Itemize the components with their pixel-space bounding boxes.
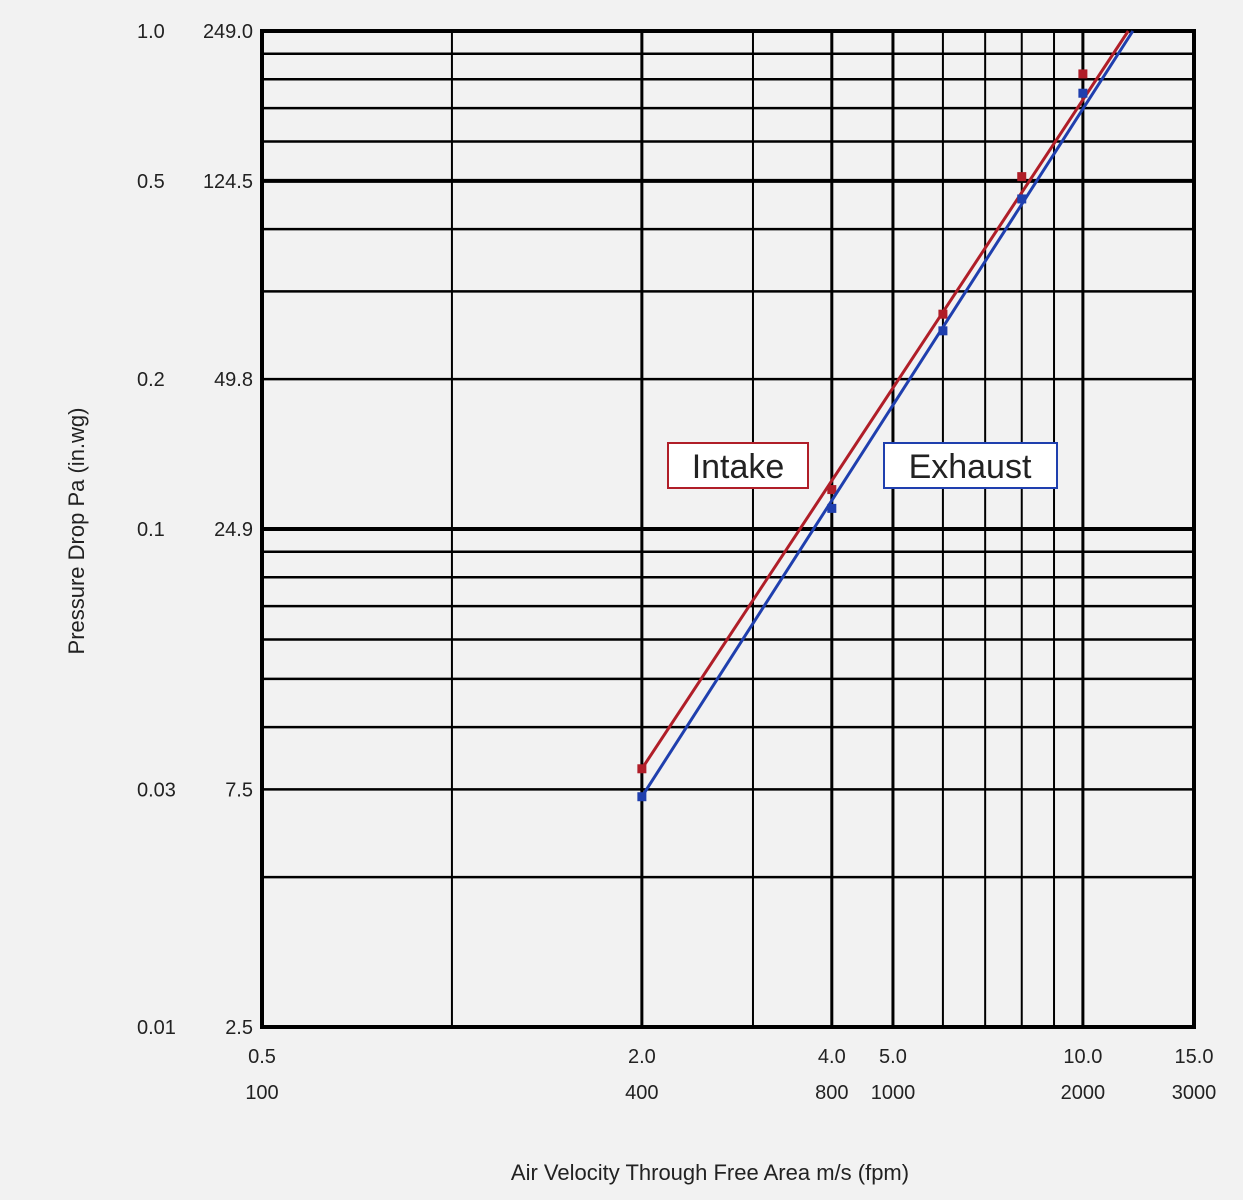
data-point-exhaust [938, 326, 948, 336]
y-tick-label: 1.0 [137, 21, 165, 43]
y-tick-label-pa: 2.5 [225, 1017, 253, 1039]
x-tick-label-fpm: 100 [245, 1082, 278, 1104]
y-tick-label: 0.5 [137, 171, 165, 193]
data-point-intake [827, 485, 837, 495]
y-tick-label-pa: 49.8 [214, 369, 253, 391]
x-tick-label: 0.5 [248, 1046, 276, 1068]
data-point-exhaust [1078, 88, 1088, 98]
tick-labels: 0.5 100 2.0 400 4.0 800 5.0 1000 10.0 2000 15.0 300… [137, 21, 1216, 1104]
legend: Intake Exhaust [667, 442, 1058, 489]
legend-box-intake [667, 442, 809, 489]
legend-label-intake: Intake [692, 448, 785, 486]
y-tick-label-pa: 7.5 [225, 779, 253, 801]
data-point-intake [938, 309, 948, 319]
legend-box-exhaust [883, 442, 1058, 489]
data-point-intake [1078, 69, 1088, 79]
x-tick-label: 2.0 [628, 1046, 656, 1068]
x-tick-label-fpm: 1000 [871, 1082, 916, 1104]
y-tick-label: 0.2 [137, 369, 165, 391]
data-point-intake [1017, 172, 1027, 182]
y-tick-label: 0.03 [137, 779, 176, 801]
x-tick-label-fpm: 2000 [1061, 1082, 1106, 1104]
plot-frame [260, 29, 1196, 1029]
y-tick-label-pa: 124.5 [203, 171, 253, 193]
data-point-exhaust [827, 503, 837, 513]
data-point-intake [637, 764, 647, 774]
series-layer [637, 30, 1135, 802]
x-tick-label-fpm: 800 [815, 1082, 848, 1104]
y-tick-label: 0.1 [137, 519, 165, 541]
legend-label-exhaust: Exhaust [909, 448, 1032, 486]
x-tick-label: 15.0 [1175, 1046, 1214, 1068]
x-tick-label-fpm: 3000 [1172, 1082, 1217, 1104]
y-tick-label-pa: 24.9 [214, 519, 253, 541]
y-tick-label-pa: 249.0 [203, 21, 253, 43]
x-tick-label: 4.0 [818, 1046, 846, 1068]
x-tick-label: 10.0 [1063, 1046, 1102, 1068]
series-line-intake [640, 30, 1130, 770]
series-line-exhaust [640, 30, 1135, 798]
x-tick-label-fpm: 400 [625, 1082, 658, 1104]
data-point-exhaust [1017, 194, 1027, 204]
y-axis-title: Pressure Drop Pa (in.wg) [64, 408, 89, 655]
x-axis-title: Air Velocity Through Free Area m/s (fpm) [511, 1160, 909, 1185]
grid [262, 31, 1194, 1027]
data-point-exhaust [637, 792, 647, 802]
x-tick-label: 5.0 [879, 1046, 907, 1068]
y-tick-label: 0.01 [137, 1017, 176, 1039]
